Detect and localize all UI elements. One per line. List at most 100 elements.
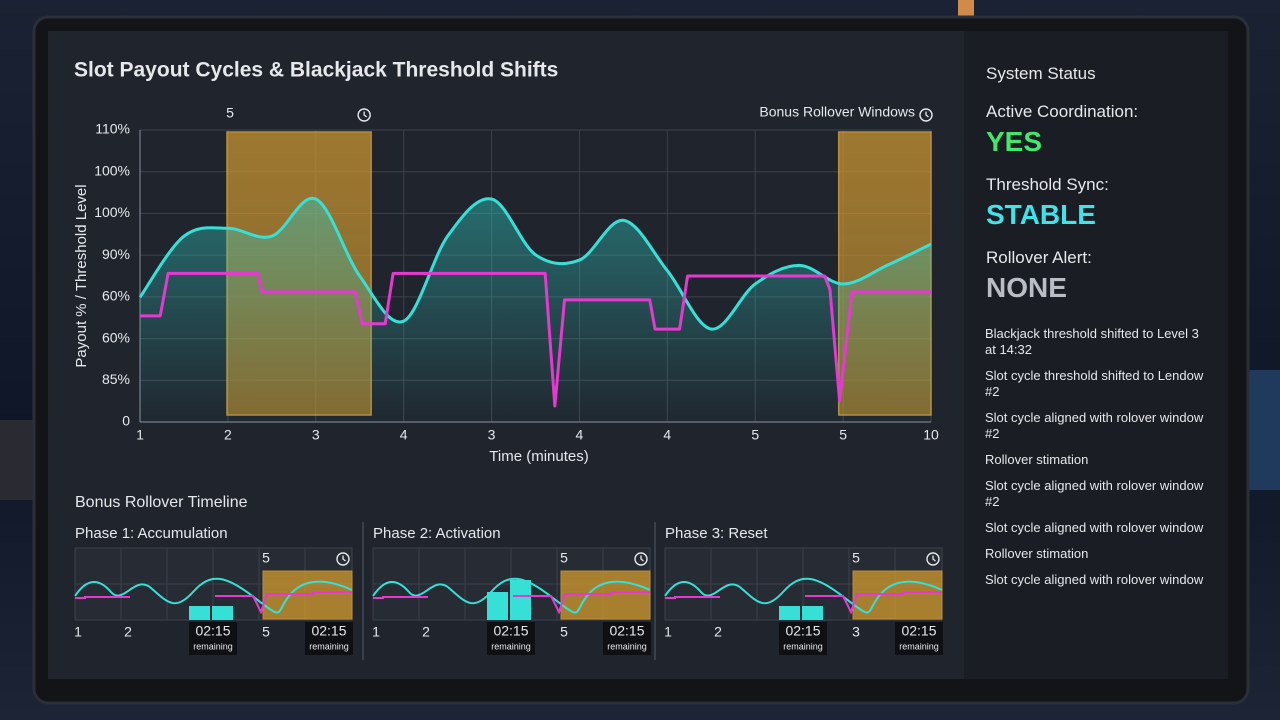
clock-icon (926, 552, 940, 566)
status-value: YES (986, 126, 1043, 157)
time-remaining: 02:15 (785, 623, 820, 639)
timeline-title: Bonus Rollover Timeline (75, 494, 248, 511)
mini-bar (802, 606, 823, 620)
event-log: Blackjack threshold shifted to Level 3 a… (985, 326, 1207, 598)
mini-step (373, 596, 428, 599)
clock-icon (357, 108, 371, 122)
clock-hands (932, 555, 936, 562)
time-note: remaining (491, 641, 531, 651)
y-tick-label: 100% (94, 204, 130, 220)
room-light (958, 0, 974, 18)
log-entry: Slot cycle aligned with rolover window (985, 520, 1204, 535)
mini-bar (779, 606, 800, 620)
clock-hands (640, 555, 644, 562)
mini-bar (487, 592, 508, 620)
time-box (305, 622, 353, 655)
mini-tick-label: 5 (560, 624, 568, 640)
mini-bar (189, 606, 210, 620)
mini-window-label: 5 (560, 550, 568, 566)
time-box (603, 622, 651, 655)
x-tick-label: 3 (312, 427, 320, 443)
series-line (138, 196, 932, 331)
window-label: 5 (226, 105, 234, 121)
status-label: Active Coordination: (986, 102, 1139, 121)
series-area (140, 198, 931, 422)
time-note: remaining (309, 641, 349, 651)
x-tick-label: 1 (136, 427, 144, 443)
phase-title: Phase 1: Accumulation (75, 525, 228, 542)
phase-title: Phase 3: Reset (665, 525, 768, 542)
time-remaining: 02:15 (311, 623, 346, 639)
x-axis-title: Time (minutes) (489, 448, 588, 465)
log-entry: Slot cycle aligned with rolover window #… (985, 478, 1204, 509)
y-tick-label: 110% (95, 121, 130, 137)
mini-step (805, 591, 942, 615)
y-tick-label: 60% (102, 329, 130, 345)
mini-step (513, 591, 650, 615)
status-title: System Status (986, 64, 1096, 83)
mini-wave (372, 577, 651, 614)
y-tick-label: 0 (122, 413, 130, 429)
mini-bar (212, 606, 233, 620)
y-tick-label: 90% (102, 246, 130, 262)
y-tick-label: 60% (102, 288, 130, 304)
side-console (0, 420, 34, 500)
time-remaining: 02:15 (901, 623, 936, 639)
x-tick-label: 5 (839, 427, 847, 443)
time-box (779, 622, 827, 655)
status-label: Rollover Alert: (986, 248, 1092, 267)
window-label: Bonus Rollover Windows (759, 104, 915, 120)
mini-window-label: 5 (852, 550, 860, 566)
log-entry: Rollover stimation (985, 546, 1089, 561)
mini-tick-label: 5 (262, 624, 270, 640)
time-note: remaining (899, 641, 939, 651)
mini-tick-label: 2 (422, 624, 430, 640)
mini-wave (74, 577, 353, 614)
system-status: System Status Active Coordination: YES Thr… (964, 32, 1226, 678)
chart-title: Slot Payout Cycles & Blackjack Threshold… (74, 59, 558, 82)
mini-tick-label: 1 (372, 624, 380, 640)
side-console (1246, 370, 1280, 490)
clock-hands (363, 111, 368, 118)
y-tick-label: 100% (94, 162, 130, 178)
x-tick-label: 3 (488, 427, 496, 443)
x-tick-label: 4 (663, 427, 671, 443)
log-entry: Slot cycle aligned with rolover window (985, 572, 1204, 587)
status-value: NONE (986, 272, 1067, 303)
mini-tick-label: 1 (74, 624, 82, 640)
status-panel (964, 31, 1228, 679)
log-entry: Slot cycle aligned with rolover window #… (985, 410, 1204, 441)
time-note: remaining (607, 641, 647, 651)
clock-icon (919, 108, 933, 122)
log-entry: Slot cycle threshold shifted to Lendow #… (985, 368, 1204, 399)
status-label: Threshold Sync: (986, 175, 1109, 194)
mini-tick-label: 3 (852, 624, 860, 640)
series-line (140, 271, 931, 408)
mini-window-label: 5 (262, 550, 270, 566)
x-tick-label: 5 (751, 427, 759, 443)
clock-hands (342, 555, 346, 562)
phase-title: Phase 2: Activation (373, 525, 501, 542)
time-box (487, 622, 535, 655)
mini-tick-label: 2 (714, 624, 722, 640)
time-note: remaining (783, 641, 823, 651)
mini-wave (664, 577, 943, 614)
mini-tick-label: 2 (124, 624, 132, 640)
time-box (189, 622, 237, 655)
clock-icon (634, 552, 648, 566)
clock-icon (336, 552, 350, 566)
x-tick-label: 10 (923, 427, 939, 443)
time-box (895, 622, 943, 655)
clock-hands (925, 111, 929, 118)
y-tick-label: 85% (102, 371, 130, 387)
mini-step (215, 591, 352, 615)
mini-step (665, 596, 720, 599)
mini-step (75, 596, 130, 599)
x-tick-label: 4 (576, 427, 584, 443)
log-entry: Rollover stimation (985, 452, 1089, 467)
mini-bar (510, 580, 531, 620)
time-remaining: 02:15 (609, 623, 644, 639)
x-tick-label: 4 (400, 427, 408, 443)
